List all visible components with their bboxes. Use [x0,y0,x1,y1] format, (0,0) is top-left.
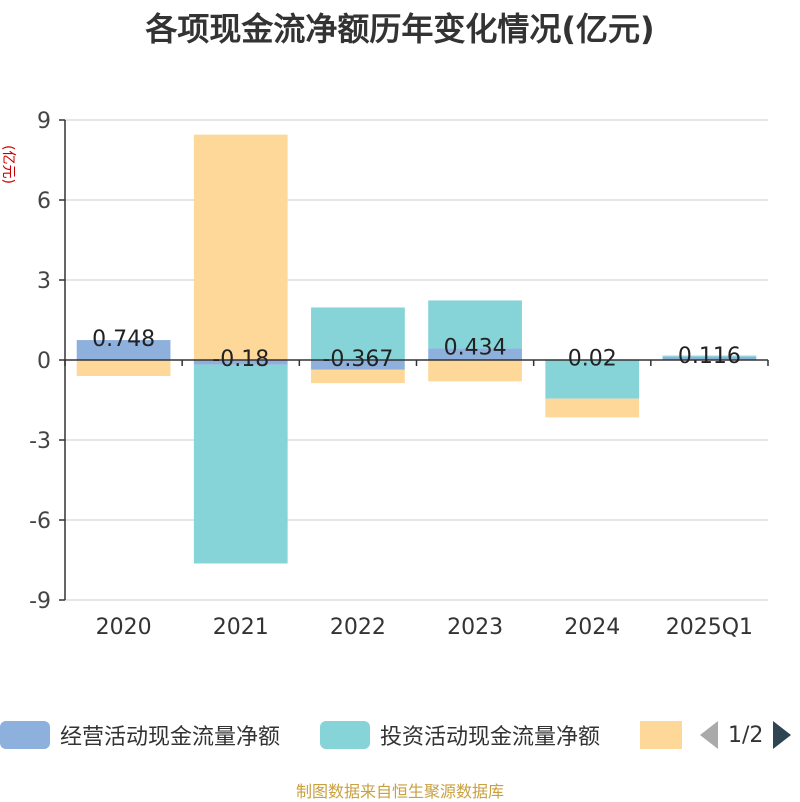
x-tick-label: 2020 [96,615,152,640]
data-label-2024: 0.02 [568,346,617,371]
bars [76,134,757,564]
y-tick-label: -9 [29,589,51,614]
legend-item-financing[interactable] [640,720,682,750]
bar-series-2-2024 [545,398,640,418]
y-tick-label: -3 [29,429,51,454]
legend-swatch-financing [640,721,682,749]
x-tick-label: 2023 [447,615,503,640]
bar-series-1-2021 [193,364,288,564]
y-tick-label: 0 [37,349,51,374]
data-label-2023: 0.434 [444,335,507,360]
x-tick-label: 2024 [564,615,620,640]
legend-item-investing[interactable]: 投资活动现金流量净额 [320,720,600,750]
y-tick-label: -6 [29,509,51,534]
bar-series-2-2020 [76,360,171,376]
data-label-2025Q1: 0.116 [678,344,741,369]
legend-label-operating: 经营活动现金流量净额 [60,725,281,750]
source-note: 制图数据来自恒生聚源数据库 [295,782,504,801]
legend-swatch-investing [320,721,370,749]
y-axis-label: (亿元) [0,145,16,184]
bar-series-2-2022 [311,369,405,384]
y-tick-label: 3 [37,269,51,294]
data-label-2021: -0.18 [212,347,269,372]
chart-canvas: 9 6 3 0 -3 -6 -9 2020 2021 2022 2023 2024 2025Q1 0.7… [0,109,769,640]
chevron-right-icon[interactable] [773,721,792,749]
x-tick-label: 2021 [213,615,269,640]
bar-series-0-2021 [193,360,288,365]
chart-title: 各项现金流净额历年变化情况(亿元) [145,10,655,48]
x-tick-label: 2022 [330,615,386,640]
x-tick-label: 2025Q1 [666,615,753,640]
bar-series-2-2021 [193,134,288,360]
y-tick-label: 6 [37,189,51,214]
bar-series-1-2022 [311,307,405,360]
bar-series-1-2024 [545,360,640,399]
bar-series-0-2022 [311,360,405,370]
bar-series-1-2025Q1 [662,355,757,357]
legend-page-indicator: 1/2 [728,722,764,748]
data-labels: 0.748 -0.18 -0.367 0.434 0.02 0.116 [92,327,741,372]
data-label-2020: 0.748 [92,327,155,352]
bar-series-2-2023 [428,360,522,382]
bar-series-0-2020 [76,340,171,360]
bar-series-0-2025Q1 [662,356,757,360]
legend-pager: 1/2 [700,718,792,752]
axes: 9 6 3 0 -3 -6 -9 2020 2021 2022 2023 2024 2025Q1 [29,109,769,640]
legend-label-investing: 投资活动现金流量净额 [380,725,601,750]
y-tick-label: 9 [37,109,51,134]
legend-item-operating[interactable]: 经营活动现金流量净额 [0,720,280,750]
chevron-left-icon[interactable] [700,721,718,749]
bar-series-0-2023 [428,348,522,360]
legend-swatch-operating [0,721,50,749]
bar-series-1-2023 [428,300,522,349]
legend: 经营活动现金流量净额 投资活动现金流量净额 1/2 [0,712,800,758]
data-label-2022: -0.367 [322,347,393,372]
